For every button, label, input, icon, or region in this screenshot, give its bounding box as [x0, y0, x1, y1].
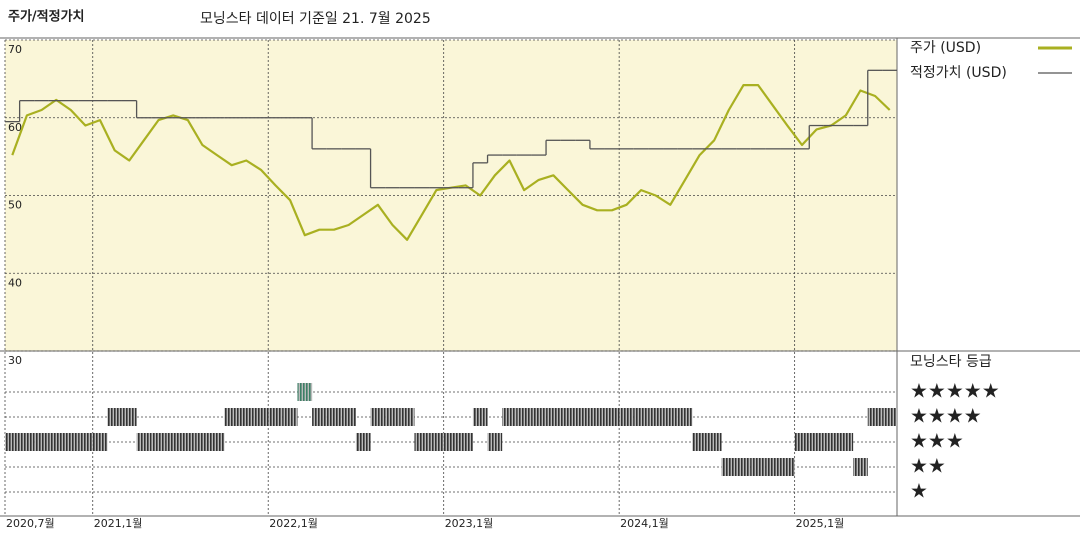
chart-subtitle: 모닝스타 데이터 기준일 21. 7월 2025	[200, 11, 431, 27]
rating-title: 모닝스타 등급	[910, 354, 992, 370]
rating-bar	[663, 408, 678, 426]
rating-bar	[677, 408, 693, 426]
y-tick-label: 70	[8, 43, 22, 56]
rating-bar	[429, 433, 444, 451]
rating-bar	[107, 408, 122, 426]
rating-bar	[312, 408, 327, 426]
rating-bar	[297, 383, 313, 401]
rating-bar	[92, 433, 108, 451]
rating-bar	[472, 408, 488, 426]
rating-bar	[692, 433, 707, 451]
rating-bar	[516, 408, 532, 426]
y-tick-label: 60	[8, 121, 22, 134]
rating-bar	[765, 458, 781, 476]
rating-bar	[560, 408, 576, 426]
x-tick-label: 2022,1월	[269, 517, 318, 530]
x-tick-label: 2023,1월	[445, 517, 494, 530]
rating-bar	[341, 408, 356, 426]
rating-label: ★★★★	[910, 404, 982, 428]
rating-bar	[546, 408, 561, 426]
rating-bar	[838, 433, 854, 451]
rating-bar	[823, 433, 839, 451]
rating-bar	[443, 433, 459, 451]
rating-bar	[809, 433, 824, 451]
rating-bar	[136, 433, 152, 451]
rating-bar	[750, 458, 766, 476]
rating-bar	[370, 408, 386, 426]
rating-bar	[165, 433, 181, 451]
rating-bar	[487, 433, 503, 451]
rating-bar	[794, 433, 810, 451]
legend-label: 주가 (USD)	[910, 40, 981, 56]
rating-bar	[604, 408, 620, 426]
rating-bar	[268, 408, 283, 426]
rating-bar	[648, 408, 664, 426]
rating-bar	[414, 433, 430, 451]
rating-bar	[151, 433, 166, 451]
rating-bar	[238, 408, 254, 426]
rating-bar	[5, 433, 20, 451]
x-tick-label: 2025,1월	[796, 517, 845, 530]
rating-bar	[224, 408, 239, 426]
rating-bar	[589, 408, 605, 426]
rating-bar	[502, 408, 517, 426]
chart-title: 주가/적정가치	[8, 9, 85, 25]
rating-bar	[209, 433, 225, 451]
rating-bar	[34, 433, 49, 451]
rating-bar	[48, 433, 64, 451]
rating-bar	[195, 433, 210, 451]
rating-label: ★	[910, 479, 928, 503]
rating-bar	[853, 458, 868, 476]
rating-bar	[121, 408, 137, 426]
rating-bar	[399, 408, 415, 426]
x-tick-label: 2020,7월	[6, 517, 55, 530]
x-tick-label: 2021,1월	[94, 517, 143, 530]
rating-label: ★★★	[910, 429, 964, 453]
rating-bar	[326, 408, 342, 426]
rating-bar	[736, 458, 751, 476]
rating-bar	[721, 458, 737, 476]
rating-bar	[619, 408, 634, 426]
rating-bar	[780, 458, 795, 476]
legend-label: 적정가치 (USD)	[910, 65, 1007, 81]
y-tick-label: 50	[8, 199, 22, 212]
rating-bar	[458, 433, 473, 451]
rating-bar	[633, 408, 649, 426]
rating-bar	[63, 433, 79, 451]
rating-bar	[385, 408, 400, 426]
rating-bar	[867, 408, 883, 426]
rating-label: ★★★★★	[910, 379, 1000, 403]
rating-bar	[355, 433, 371, 451]
rating-bar	[78, 433, 93, 451]
rating-bar	[882, 408, 897, 426]
y-tick-label: 40	[8, 276, 22, 289]
rating-bar	[253, 408, 269, 426]
rating-bar	[282, 408, 298, 426]
rating-bar	[531, 408, 547, 426]
rating-bar	[575, 408, 590, 426]
x-tick-label: 2024,1월	[620, 517, 669, 530]
rating-label: ★★	[910, 454, 946, 478]
rating-bar	[19, 433, 35, 451]
y-tick-label: 30	[8, 354, 22, 367]
rating-bar	[180, 433, 196, 451]
rating-bar	[706, 433, 722, 451]
